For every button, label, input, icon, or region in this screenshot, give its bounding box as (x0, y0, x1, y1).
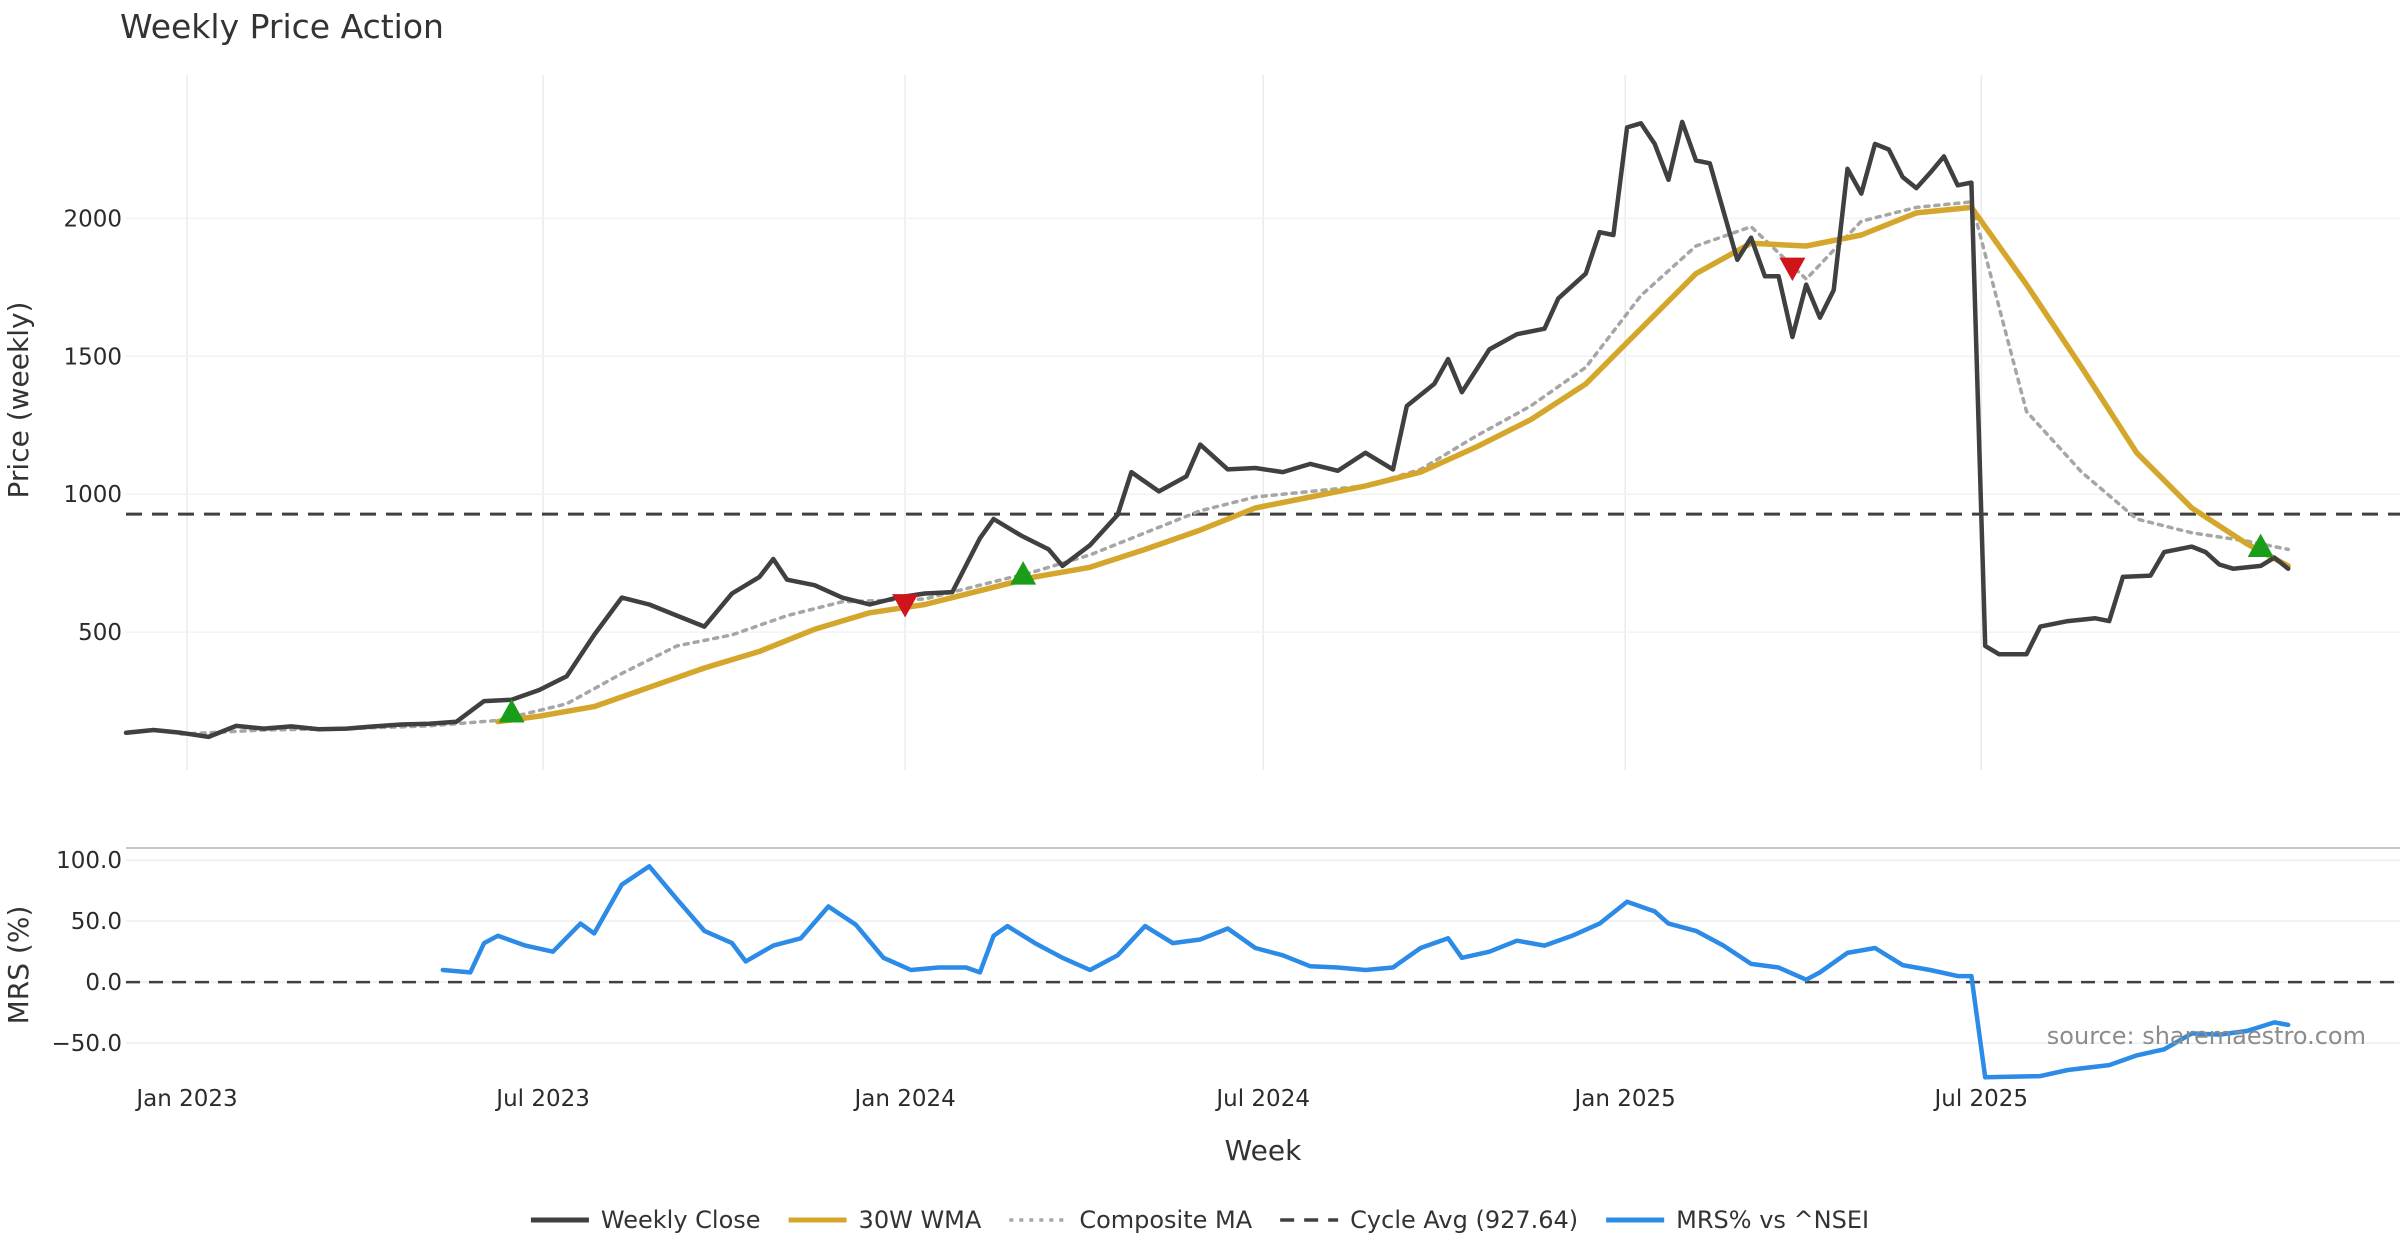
price-y-tick: 2000 (63, 206, 122, 232)
signal-markers (498, 257, 2274, 723)
price-y-tick: 500 (78, 620, 122, 646)
x-tick-labels: Jan 2023 Jul 2023 Jan 2024 Jul 2024 Jan 2025… (134, 1086, 2028, 1112)
legend-item-weekly-close: Weekly Close (530, 1206, 761, 1234)
x-axis-label: Week (1225, 1134, 1302, 1167)
x-tick: Jan 2023 (134, 1086, 237, 1112)
x-tick: Jul 2024 (1214, 1086, 1310, 1112)
mrs-panel-series (126, 864, 2400, 1080)
series-weekly-close (123, 119, 2291, 740)
chart-title: Weekly Price Action (120, 7, 444, 46)
sell-signal-marker (892, 594, 919, 618)
price-y-axis-label: Price (weekly) (2, 302, 35, 499)
mrs-y-tick: 0.0 (85, 970, 122, 996)
price-y-tick-labels: 500 1000 1500 2000 (63, 206, 122, 646)
mrs-y-tick: 100.0 (56, 848, 122, 874)
legend-item-mrs-vs-nsei: MRS% vs ^NSEI (1606, 1206, 1869, 1234)
price-panel-grid (126, 75, 2400, 770)
buy-signal-marker (498, 699, 525, 723)
mrs-y-axis-label: MRS (%) (2, 906, 35, 1025)
mrs-y-tick-labels: 100.0 50.0 0.0 −50.0 (52, 848, 122, 1057)
legend-label: MRS% vs ^NSEI (1676, 1206, 1869, 1234)
series-composite-ma (179, 200, 2290, 736)
series-30w-wma (495, 204, 2291, 725)
price-y-tick: 1500 (63, 344, 122, 370)
series-mrs (440, 864, 2291, 1080)
x-tick: Jan 2025 (1573, 1086, 1676, 1112)
mrs-y-tick: −50.0 (52, 1031, 122, 1057)
legend-item-30w-wma: 30W WMA (788, 1206, 982, 1234)
chart-legend: Weekly Close 30W WMA Composite MA Cycle Avg… (530, 1206, 1869, 1234)
legend-label: Composite MA (1079, 1206, 1252, 1234)
buy-signal-marker (1010, 561, 1037, 585)
x-tick: Jul 2025 (1932, 1086, 2028, 1112)
price-y-tick: 1000 (63, 482, 122, 508)
legend-label: Cycle Avg (927.64) (1350, 1206, 1578, 1234)
sell-signal-marker (1779, 257, 1806, 282)
legend-label: Weekly Close (601, 1206, 761, 1234)
legend-item-composite-ma: Composite MA (1009, 1206, 1253, 1234)
source-note: source: sharemaestro.com (2047, 1022, 2366, 1050)
buy-signal-marker (2247, 533, 2274, 558)
mrs-y-tick: 50.0 (71, 909, 122, 935)
price-panel-series (123, 119, 2400, 740)
legend-label: 30W WMA (859, 1206, 982, 1234)
legend-item-cycle-avg-927-64: Cycle Avg (927.64) (1280, 1206, 1578, 1234)
x-tick: Jul 2023 (494, 1086, 590, 1112)
x-tick: Jan 2024 (852, 1086, 955, 1112)
